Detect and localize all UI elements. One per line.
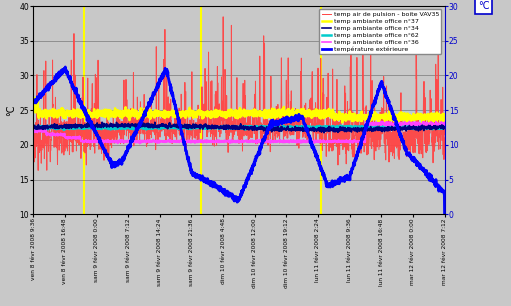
Bar (33, 110, 445, 138)
Legend: temp air de pulsion - boite VAV35, temp ambiante office n°37, temp ambiante offi: temp air de pulsion - boite VAV35, temp … (319, 9, 442, 54)
Text: °C: °C (478, 1, 489, 11)
Y-axis label: °C: °C (7, 104, 16, 116)
